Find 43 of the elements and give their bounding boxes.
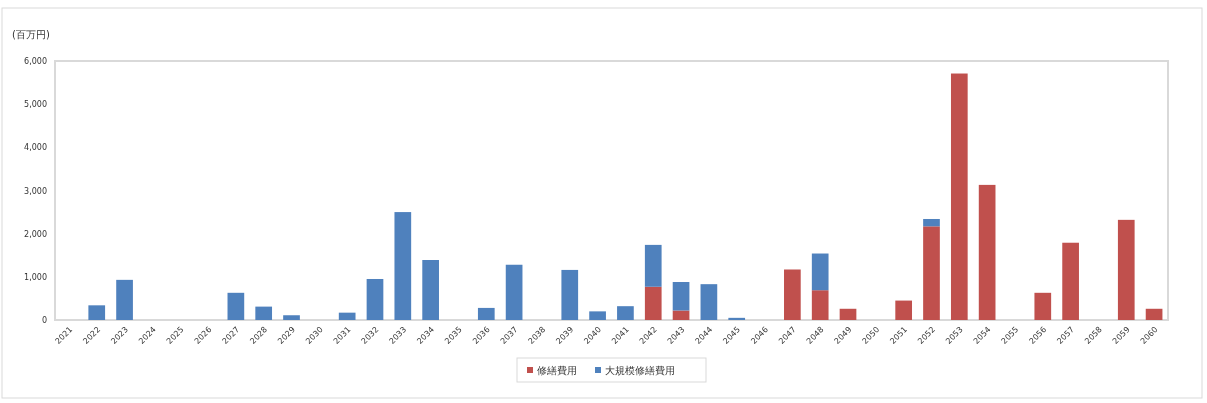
bar xyxy=(923,226,940,320)
y-tick-label: 3,000 xyxy=(24,186,47,196)
legend-label: 大規模修繕費用 xyxy=(605,365,675,376)
bar xyxy=(728,317,746,320)
bar xyxy=(116,279,133,320)
bar xyxy=(644,286,662,320)
y-tick-label: 1,000 xyxy=(24,272,47,282)
bar xyxy=(366,278,384,320)
bar xyxy=(672,282,690,311)
bar xyxy=(923,218,940,227)
y-tick-label: 4,000 xyxy=(24,143,47,153)
y-tick-label: 6,000 xyxy=(24,57,47,66)
y-tick-label: 0 xyxy=(41,316,47,325)
bar xyxy=(477,307,495,320)
bar xyxy=(88,305,106,320)
bar xyxy=(283,315,300,320)
bar xyxy=(422,260,439,320)
y-tick-label: 2,000 xyxy=(24,229,47,239)
bar xyxy=(617,306,634,320)
bar xyxy=(227,292,245,320)
bar xyxy=(589,311,606,320)
bar xyxy=(1117,219,1135,320)
bar xyxy=(394,212,412,320)
bar xyxy=(561,269,579,320)
bar xyxy=(255,306,273,320)
bar xyxy=(1145,308,1163,320)
bar xyxy=(895,300,913,320)
bar xyxy=(950,73,968,320)
bar xyxy=(839,308,857,320)
bar xyxy=(338,312,356,320)
bar xyxy=(811,290,829,320)
bar xyxy=(1062,242,1079,320)
bar xyxy=(644,244,662,287)
bar xyxy=(672,310,690,320)
bar xyxy=(811,253,829,291)
bar xyxy=(784,269,801,320)
bar xyxy=(505,264,523,320)
bar xyxy=(978,184,996,320)
bar xyxy=(1034,292,1052,320)
y-axis-title: (百万円) xyxy=(12,29,50,40)
bar xyxy=(700,284,718,320)
legend-label: 修繕費用 xyxy=(537,365,577,376)
y-tick-label: 5,000 xyxy=(24,100,47,110)
